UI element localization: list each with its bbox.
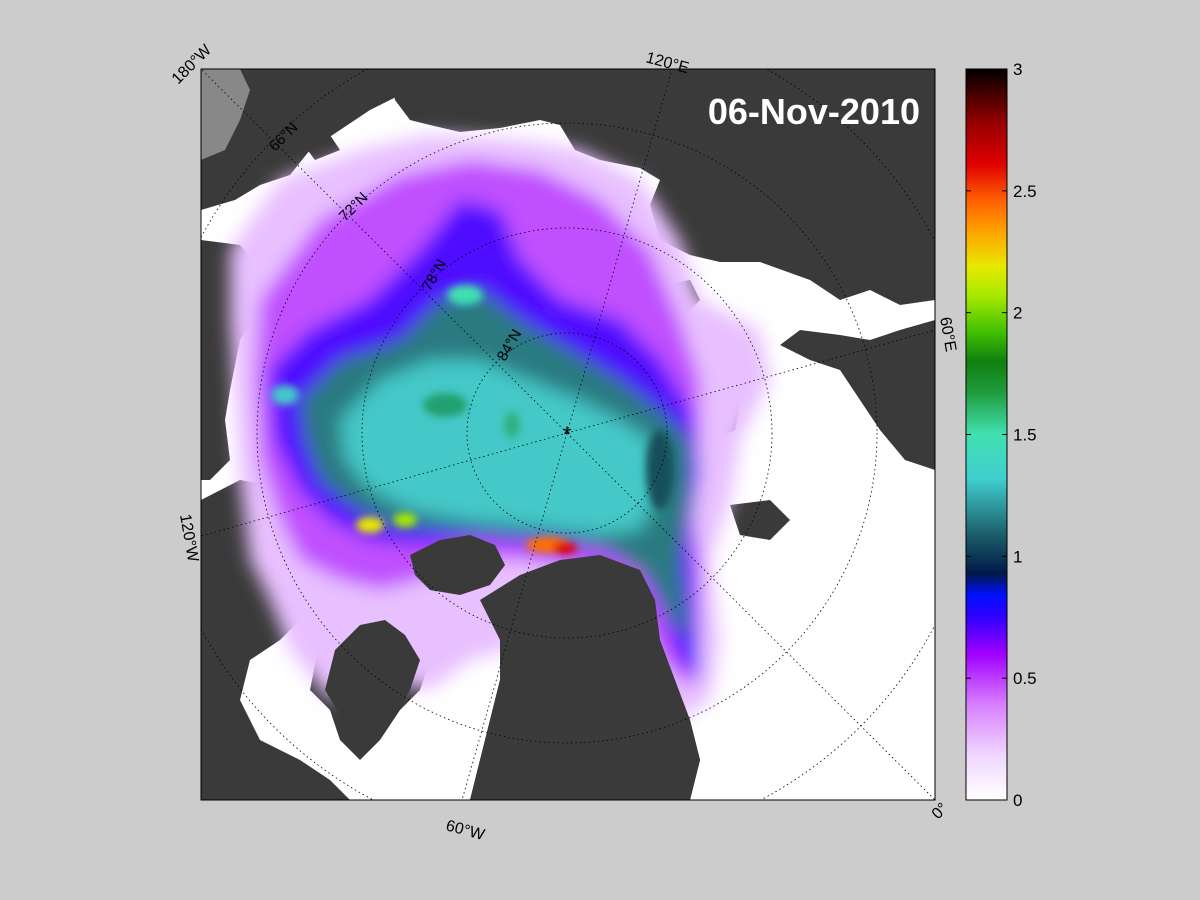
north-pole-marker: * [563, 422, 572, 447]
ice-green-patch-1 [423, 393, 467, 417]
land-eurasia-north [390, 69, 935, 305]
ice-highlights [271, 285, 674, 554]
meridian-0-180 [566, 432, 935, 800]
ice-yellow-patch-1 [356, 517, 384, 533]
colorbar-tick-label: 2.5 [1013, 182, 1037, 201]
colorbar-tick-label: 1 [1013, 547, 1022, 566]
meridian-60w [461, 432, 568, 800]
map-frame [200, 68, 936, 801]
colorbar-tick-label: 0.5 [1013, 669, 1037, 688]
land-scandinavia [780, 320, 935, 470]
colorbar: 0 0.5 1 1.5 2 2.5 3 [965, 60, 1037, 810]
graticule [201, 69, 935, 800]
lat-circle-78 [361, 227, 773, 639]
land-greenland-top [470, 555, 700, 800]
land-overlay [325, 535, 700, 800]
lat-circle-72 [256, 122, 878, 744]
map-panel: * 66°N 72°N 78°N 84°N 180°W 120°E 60°E 0… [169, 41, 959, 844]
meridian-60e [566, 329, 935, 434]
lon-label-60w: 60°W [444, 817, 487, 844]
meridian-180 [201, 69, 568, 434]
meridian-120e [566, 69, 673, 434]
lon-label-60e: 60°E [936, 316, 959, 353]
land-ellesmere-top [410, 535, 505, 595]
lat-circle-84 [466, 332, 668, 534]
colorbar-tick-label: 3 [1013, 60, 1022, 79]
date-title: 06-Nov-2010 [708, 91, 920, 132]
land-baffin-top [325, 620, 420, 745]
land-alaska [201, 69, 400, 210]
land-iceland [730, 500, 790, 540]
lon-label-0: 0° [929, 800, 952, 823]
colorbar-tick-label: 0 [1013, 791, 1022, 810]
ice-yellow-patch-2 [393, 513, 417, 527]
lon-label-120w: 120°W [176, 513, 201, 564]
ice-dark-edge [646, 430, 674, 510]
ice-green-patch-2 [447, 285, 483, 305]
land-alaska-light [201, 69, 250, 160]
land-wrangel [300, 135, 340, 160]
colorbar-gradient [965, 68, 1008, 801]
ice-green-patch-3 [504, 411, 520, 439]
colorbar-tick-label: 1.5 [1013, 426, 1037, 445]
ice-red-patch [553, 542, 577, 554]
ice-ring-patch [271, 385, 299, 405]
ice-core-bright [340, 360, 660, 535]
meridian-120w [201, 432, 568, 537]
colorbar-ticks: 0 0.5 1 1.5 2 2.5 3 [966, 60, 1037, 810]
colorbar-tick-label: 2 [1013, 304, 1022, 323]
